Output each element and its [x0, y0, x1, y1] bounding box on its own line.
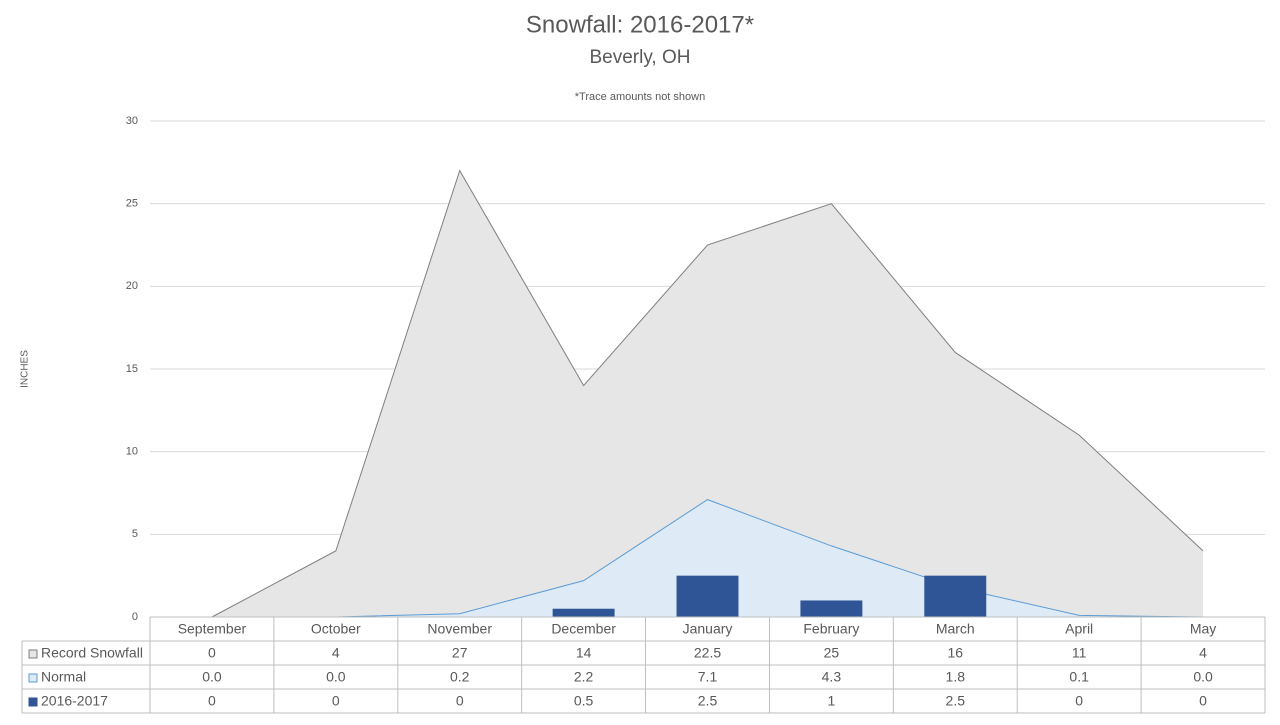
- bar: [800, 600, 863, 617]
- bar: [676, 575, 739, 617]
- table-value: 0: [1075, 693, 1083, 709]
- chart-title: Snowfall: 2016-2017*: [526, 11, 754, 38]
- legend-key: [28, 697, 38, 707]
- chart-subtitle: Beverly, OH: [589, 47, 690, 68]
- x-tick-label: May: [1190, 621, 1216, 637]
- y-tick-label: 30: [126, 115, 138, 127]
- area-line: [211, 499, 1204, 618]
- area: [211, 170, 1204, 617]
- x-tick-label: December: [551, 621, 616, 637]
- legend-label: Record Snowfall: [41, 645, 143, 661]
- annotation: *Trace amounts not shown: [575, 91, 705, 103]
- table-value: 25: [824, 645, 840, 661]
- bar: [552, 608, 615, 617]
- table-value: 0: [332, 693, 340, 709]
- legend-label: Normal: [41, 669, 86, 685]
- table-value: 16: [947, 645, 963, 661]
- x-tick-label: April: [1065, 621, 1093, 637]
- table-value: 0: [208, 693, 216, 709]
- y-tick-label: 20: [126, 280, 138, 292]
- table-value: 2.2: [574, 669, 594, 685]
- y-tick-label: 5: [132, 528, 138, 540]
- x-tick-label: November: [427, 621, 492, 637]
- table-value: 0.0: [202, 669, 222, 685]
- table-value: 1.8: [946, 669, 966, 685]
- table-value: 0.5: [574, 693, 594, 709]
- table-value: 4.3: [822, 669, 842, 685]
- table-value: 0: [456, 693, 464, 709]
- table-value: 27: [452, 645, 468, 661]
- table-value: 1: [827, 693, 835, 709]
- x-tick-label: February: [803, 621, 859, 637]
- table-value: 2.5: [946, 693, 966, 709]
- x-tick-label: January: [683, 621, 733, 637]
- table-value: 7.1: [698, 669, 718, 685]
- area-line: [211, 169, 1204, 618]
- bar: [924, 575, 987, 617]
- table-value: 0: [208, 645, 216, 661]
- legend-key: [28, 673, 38, 683]
- table-value: 0.0: [1193, 669, 1213, 685]
- y-tick-label: 10: [126, 446, 138, 458]
- y-axis-label: INCHES: [20, 350, 31, 388]
- table-value: 2.5: [698, 693, 718, 709]
- x-tick-label: October: [311, 621, 361, 637]
- table-value: 4: [1199, 645, 1207, 661]
- x-tick-label: March: [936, 621, 975, 637]
- x-tick-label: September: [178, 621, 247, 637]
- legend-label: 2016-2017: [41, 693, 108, 709]
- y-tick-label: 0: [132, 611, 138, 623]
- table-value: 0.1: [1069, 669, 1089, 685]
- table-value: 11: [1072, 645, 1087, 661]
- y-tick-label: 25: [126, 198, 138, 210]
- table-value: 22.5: [694, 645, 721, 661]
- table-value: 14: [576, 645, 592, 661]
- table-value: 0: [1199, 693, 1207, 709]
- table-value: 0.2: [450, 669, 470, 685]
- legend-key: [28, 649, 38, 659]
- y-tick-label: 15: [126, 363, 138, 375]
- table-value: 4: [332, 645, 340, 661]
- table-value: 0.0: [326, 669, 346, 685]
